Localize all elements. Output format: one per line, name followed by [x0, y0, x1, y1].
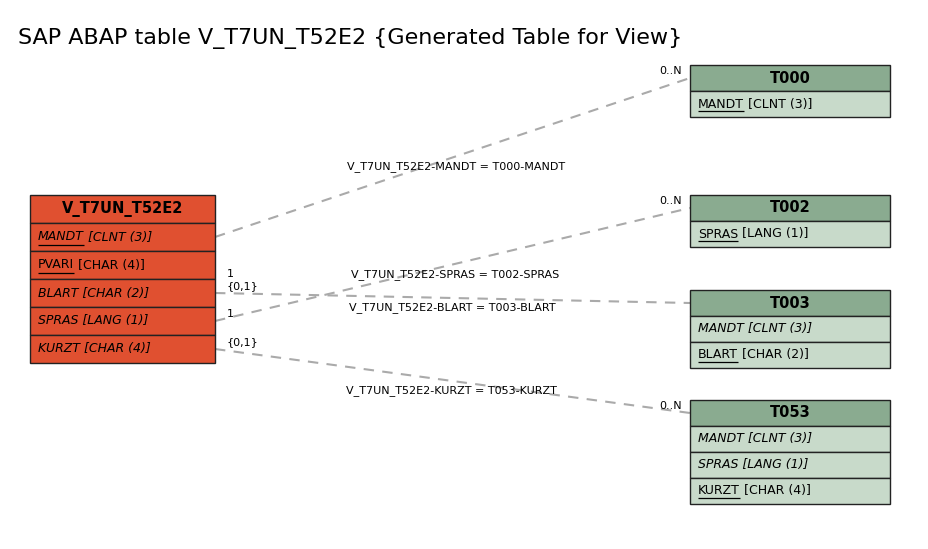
Bar [30, 279, 214, 307]
Bar [690, 221, 889, 247]
Text: MANDT [CLNT (3)]: MANDT [CLNT (3)] [697, 322, 811, 335]
Text: [LANG (1)]: [LANG (1)] [738, 227, 807, 240]
Text: BLART [CHAR (2)]: BLART [CHAR (2)] [38, 287, 149, 300]
Text: V_T7UN_T52E2-KURZT = T053-KURZT: V_T7UN_T52E2-KURZT = T053-KURZT [345, 385, 556, 396]
Text: KURZT: KURZT [697, 485, 739, 497]
Text: 0..N: 0..N [659, 401, 681, 411]
Bar [30, 223, 214, 251]
Text: V_T7UN_T52E2-BLART = T003-BLART: V_T7UN_T52E2-BLART = T003-BLART [349, 302, 555, 313]
Text: 0..N: 0..N [659, 66, 681, 76]
Text: BLART: BLART [697, 349, 737, 361]
Text: T053: T053 [768, 406, 809, 421]
Bar [690, 91, 889, 117]
Text: V_T7UN_T52E2: V_T7UN_T52E2 [62, 201, 183, 217]
Text: 1
{0,1}: 1 {0,1} [226, 270, 259, 291]
Bar [30, 307, 214, 335]
Text: SPRAS [LANG (1)]: SPRAS [LANG (1)] [38, 315, 148, 328]
Text: SAP ABAP table V_T7UN_T52E2 {Generated Table for View}: SAP ABAP table V_T7UN_T52E2 {Generated T… [18, 28, 681, 49]
Text: 0..N: 0..N [659, 196, 681, 206]
Bar [690, 342, 889, 368]
Bar [690, 478, 889, 504]
Text: [CHAR (4)]: [CHAR (4)] [739, 485, 810, 497]
Text: MANDT: MANDT [38, 231, 84, 244]
Bar [690, 290, 889, 316]
Text: [CHAR (4)]: [CHAR (4)] [74, 259, 145, 272]
Text: V_T7UN_T52E2-MANDT = T000-MANDT: V_T7UN_T52E2-MANDT = T000-MANDT [346, 161, 564, 172]
Text: {0,1}: {0,1} [226, 337, 259, 347]
Text: T000: T000 [768, 70, 809, 86]
Text: [CLNT (3)]: [CLNT (3)] [84, 231, 152, 244]
Bar [690, 400, 889, 426]
Text: [CLNT (3)]: [CLNT (3)] [743, 98, 811, 110]
Bar [30, 251, 214, 279]
Bar [30, 195, 214, 223]
Text: KURZT [CHAR (4)]: KURZT [CHAR (4)] [38, 343, 150, 356]
Bar [690, 452, 889, 478]
Bar [690, 316, 889, 342]
Text: [CHAR (2)]: [CHAR (2)] [737, 349, 808, 361]
Text: PVARI: PVARI [38, 259, 74, 272]
Bar [690, 426, 889, 452]
Bar [30, 335, 214, 363]
Text: T003: T003 [768, 295, 809, 311]
Text: V_T7UN_T52E2-SPRAS = T002-SPRAS: V_T7UN_T52E2-SPRAS = T002-SPRAS [350, 269, 559, 279]
Text: SPRAS: SPRAS [697, 227, 738, 240]
Text: T002: T002 [768, 200, 809, 216]
Text: MANDT [CLNT (3)]: MANDT [CLNT (3)] [697, 433, 811, 445]
Text: 1: 1 [226, 309, 234, 319]
Bar [690, 195, 889, 221]
Text: MANDT: MANDT [697, 98, 743, 110]
Bar [690, 65, 889, 91]
Text: SPRAS [LANG (1)]: SPRAS [LANG (1)] [697, 458, 807, 472]
